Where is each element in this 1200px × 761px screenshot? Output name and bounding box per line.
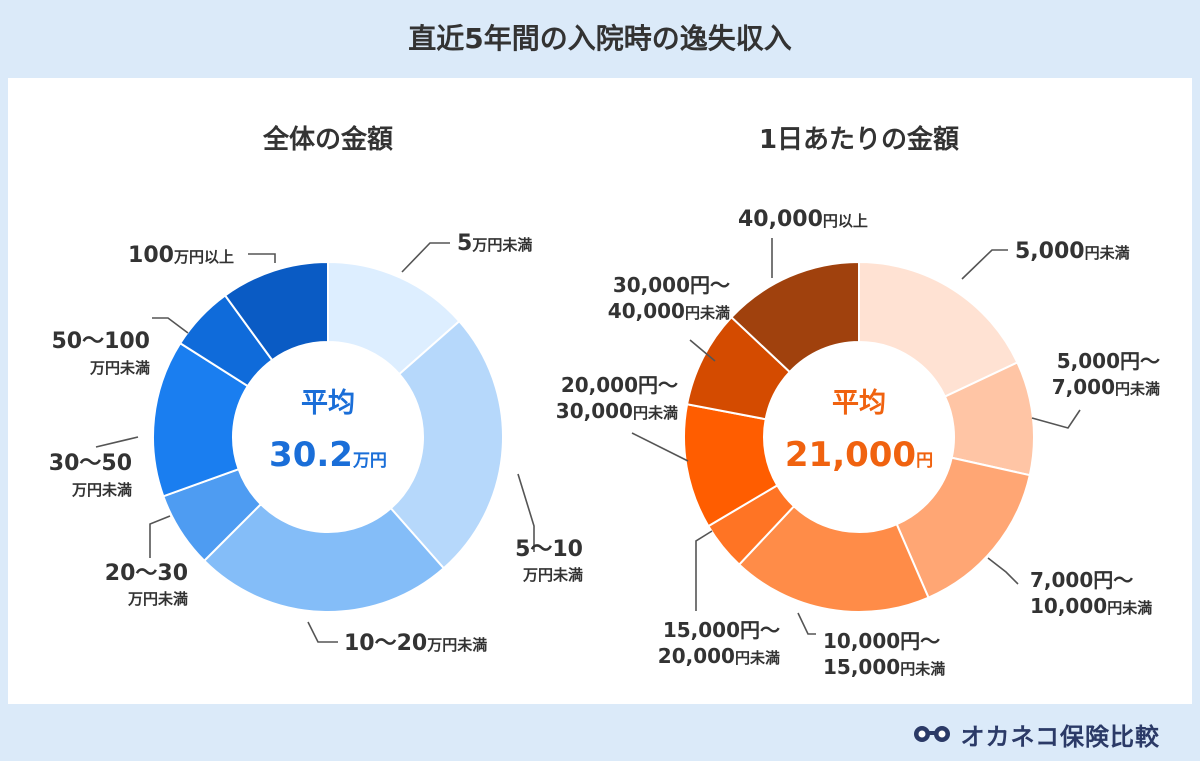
center-unit-total: 万円 (352, 451, 387, 471)
svg-text:15,000円〜: 15,000円〜 (663, 618, 780, 642)
daily-leader-line-5 (631, 432, 689, 462)
svg-text:30,000円〜: 30,000円〜 (613, 273, 730, 297)
daily-label-0: 5,000円未満 (1015, 239, 1130, 264)
daily-label-3: 10,000円〜15,000円未満 (823, 629, 945, 679)
svg-text:万円未満: 万円未満 (71, 481, 132, 499)
svg-text:20,000円未満: 20,000円未満 (658, 644, 780, 668)
total-slice-6 (223, 260, 329, 362)
total-leader-line-6 (248, 253, 276, 263)
svg-text:7,000円〜: 7,000円〜 (1030, 568, 1133, 592)
svg-text:5〜10: 5〜10 (515, 537, 583, 562)
total-leader-line-1 (517, 473, 535, 552)
svg-text:10〜20万円未満: 10〜20万円未満 (344, 631, 487, 656)
donut-chart-total: 全体の金額 5万円未満5〜10万円未満10〜20万円未満20〜30万円未満30〜… (49, 124, 583, 656)
daily-leader-line-3 (797, 612, 816, 635)
daily-slice-7 (730, 260, 860, 374)
center-value-total: 30.2 (269, 435, 353, 475)
center-value-total-text: 30.2万円 (269, 435, 387, 475)
svg-text:30〜50: 30〜50 (49, 451, 132, 476)
daily-leader-line-0 (961, 249, 1008, 280)
svg-text:万円未満: 万円未満 (522, 566, 583, 584)
daily-label-2: 7,000円〜10,000円未満 (1030, 568, 1152, 618)
svg-text:万円未満: 万円未満 (89, 359, 150, 377)
total-label-5: 50〜100 万円未満 (51, 329, 150, 377)
logo-text: オカネコ保険比較 (960, 722, 1160, 751)
total-label-0: 5万円未満 (457, 231, 532, 256)
donut-chart-daily: 1日あたりの金額 5,000円未満5,000円〜7,000円未満7,000円〜1… (556, 124, 1160, 679)
total-label-4: 30〜50 万円未満 (49, 451, 132, 499)
daily-leader-line-1 (1031, 409, 1081, 429)
total-leader-line-2 (307, 621, 338, 643)
daily-label-6: 30,000円〜40,000円未満 (608, 273, 730, 323)
svg-text:7,000円未満: 7,000円未満 (1052, 375, 1160, 399)
brand-logo[interactable]: オカネコ保険比較 (912, 716, 1160, 752)
svg-text:50〜100: 50〜100 (51, 329, 150, 354)
daily-slice-3 (737, 504, 930, 613)
total-label-2: 10〜20万円未満 (344, 631, 487, 656)
daily-label-1: 5,000円〜7,000円未満 (1052, 349, 1160, 399)
total-slice-2 (202, 502, 446, 613)
svg-text:5,000円〜: 5,000円〜 (1057, 349, 1160, 373)
svg-text:万円未満: 万円未満 (127, 590, 188, 608)
daily-leader-line-6 (689, 339, 716, 362)
svg-text:40,000円以上: 40,000円以上 (738, 207, 868, 232)
svg-text:15,000円未満: 15,000円未満 (823, 655, 945, 679)
svg-text:20,000円〜: 20,000円〜 (561, 373, 678, 397)
svg-text:20〜30: 20〜30 (105, 561, 188, 586)
daily-leader-line-4 (695, 530, 713, 611)
total-label-3: 20〜30 万円未満 (105, 561, 188, 608)
total-leader-line-0 (401, 242, 450, 273)
svg-text:10,000円〜: 10,000円〜 (823, 629, 940, 653)
svg-text:10,000円未満: 10,000円未満 (1030, 594, 1152, 618)
svg-text:5,000円未満: 5,000円未満 (1015, 239, 1130, 264)
center-label-total: 平均 (301, 388, 355, 419)
daily-label-4: 15,000円〜20,000円未満 (658, 618, 780, 668)
svg-text:30,000円未満: 30,000円未満 (556, 399, 678, 423)
svg-text:5万円未満: 5万円未満 (457, 231, 532, 256)
total-leader-line-3 (149, 515, 171, 558)
total-leader-line-4 (95, 436, 139, 448)
total-label-6: 100万円以上 (128, 243, 234, 268)
daily-label-5: 20,000円〜30,000円未満 (556, 373, 678, 423)
chart-title-daily: 1日あたりの金額 (759, 124, 959, 155)
center-label-daily: 平均 (832, 388, 886, 419)
total-leader-line-5 (152, 317, 189, 334)
center-unit-daily: 円 (916, 451, 933, 471)
center-value-daily: 21,000 (785, 435, 916, 475)
total-slice-1 (389, 319, 504, 570)
glasses-icon (914, 726, 951, 742)
center-value-daily-text: 21,000円 (785, 435, 933, 475)
svg-text:40,000円未満: 40,000円未満 (608, 299, 730, 323)
daily-label-7: 40,000円以上 (738, 207, 868, 232)
page-title: 直近5年間の入院時の逸失収入 (408, 22, 792, 55)
total-label-1: 5〜10 万円未満 (515, 537, 583, 584)
svg-text:100万円以上: 100万円以上 (128, 243, 234, 268)
chart-title-total: 全体の金額 (262, 124, 393, 155)
daily-leader-line-2 (987, 557, 1019, 585)
